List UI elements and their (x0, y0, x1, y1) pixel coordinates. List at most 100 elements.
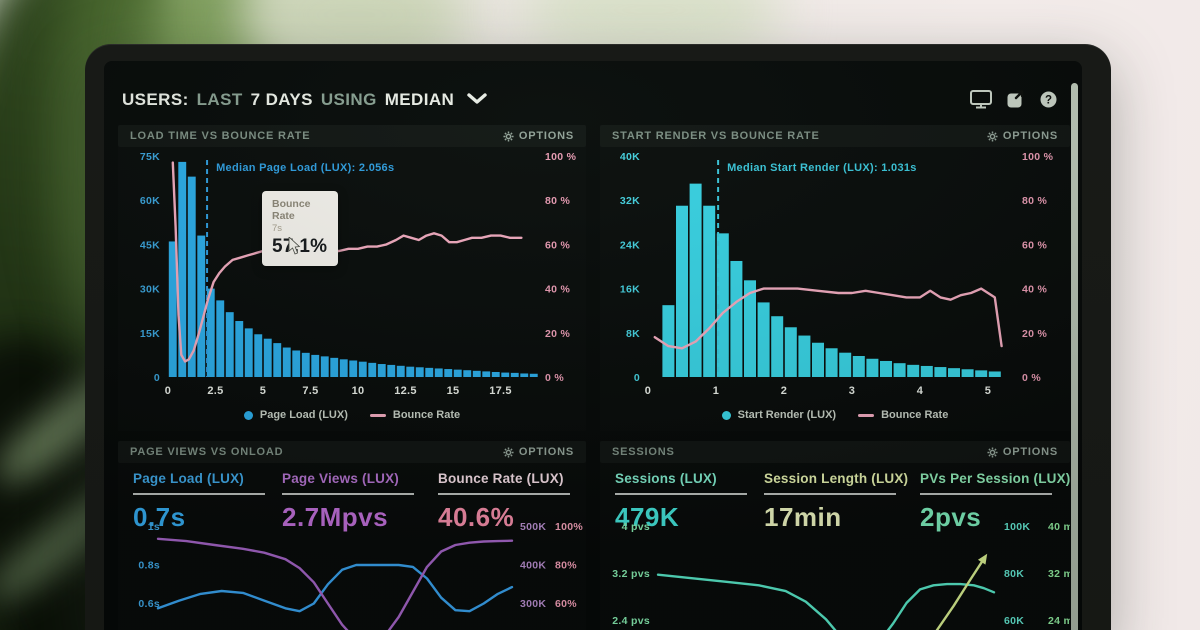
histogram-bar[interactable] (482, 371, 491, 377)
histogram-bar[interactable] (529, 373, 538, 377)
histogram-bar[interactable] (501, 372, 510, 377)
histogram-bar[interactable] (907, 364, 920, 377)
pageviews-line-chart[interactable]: 1s 500K 100% 0.8s 400K 80% 0.6s 300K 60% (118, 441, 586, 630)
histogram-bar[interactable] (235, 321, 244, 377)
histogram-bar[interactable] (311, 354, 320, 377)
histogram-bar[interactable] (320, 356, 329, 377)
histogram-bar[interactable] (254, 334, 263, 377)
histogram-bar[interactable] (520, 373, 529, 377)
options-button[interactable]: OPTIONS (503, 446, 574, 458)
histogram-bar[interactable] (730, 260, 743, 377)
histogram-bar[interactable] (263, 338, 272, 377)
histogram-bar[interactable] (866, 358, 879, 377)
histogram-bar[interactable] (961, 369, 974, 377)
panel-load-time-vs-bounce-rate: LOAD TIME VS BOUNCE RATE OPTIONS 75K 60K 4… (118, 125, 586, 431)
chevron-down-icon[interactable] (466, 90, 488, 110)
histogram-bar[interactable] (676, 205, 688, 377)
histogram-bar[interactable] (689, 183, 702, 377)
users-filter-dropdown[interactable]: USERS: LAST 7 DAYS USING MEDIAN (122, 87, 488, 113)
histogram-bar[interactable] (812, 342, 824, 377)
row-label-value: 24 min (1048, 615, 1070, 627)
legend-item[interactable]: Page Load (LUX) (243, 409, 348, 421)
histogram-bar[interactable] (825, 348, 838, 377)
histogram-bar[interactable] (415, 367, 424, 377)
panel-title: PAGE VIEWS VS ONLOAD (130, 446, 284, 458)
share-icon[interactable] (1006, 89, 1026, 109)
histogram-bar[interactable] (662, 305, 675, 377)
histogram-bar[interactable] (187, 176, 196, 377)
histogram-bar[interactable] (839, 352, 852, 377)
panel-header: START RENDER VS BOUNCE RATE OPTIONS (600, 125, 1070, 147)
histogram-bar[interactable] (757, 302, 770, 377)
histogram-bar[interactable] (225, 312, 234, 377)
panel-start-render-vs-bounce-rate: START RENDER VS BOUNCE RATE OPTIONS 40K 3… (600, 125, 1070, 431)
options-button[interactable]: OPTIONS (987, 130, 1058, 142)
histogram-bar[interactable] (744, 280, 756, 377)
legend-item[interactable]: Bounce Rate (369, 409, 460, 421)
histogram-bar[interactable] (798, 335, 811, 377)
load-time-histogram-chart[interactable]: 75K 60K 45K 30K 15K 0 100 % 80 % 60 % 40 % 20 % 0 %… (118, 125, 586, 431)
histogram-bar[interactable] (893, 363, 906, 377)
histogram-bar[interactable] (463, 370, 472, 377)
histogram-bar[interactable] (216, 300, 225, 377)
options-button[interactable]: OPTIONS (987, 446, 1058, 458)
histogram-bar[interactable] (988, 371, 1001, 377)
histogram-bar[interactable] (330, 357, 339, 377)
histogram-bar[interactable] (784, 327, 797, 377)
histogram-bar[interactable] (920, 365, 933, 377)
row-label-value: 80% (555, 560, 577, 572)
histogram-bar[interactable] (510, 372, 519, 377)
histogram-bar[interactable] (358, 361, 367, 377)
options-button[interactable]: OPTIONS (503, 130, 574, 142)
histogram-bar[interactable] (349, 360, 358, 377)
histogram-bar[interactable] (491, 371, 500, 377)
histogram-bar[interactable] (197, 235, 206, 377)
histogram-bar[interactable] (771, 316, 784, 377)
histogram-bar[interactable] (852, 356, 865, 377)
histogram-bar[interactable] (168, 241, 177, 377)
sessions-line-chart[interactable]: 4 pvs 100K 40 min 3.2 pvs 80K 32 min 2.4 pvs 60… (600, 441, 1070, 630)
axis-label: 100 % (545, 151, 577, 163)
histogram-bar[interactable] (948, 368, 960, 377)
histogram-bar[interactable] (716, 233, 729, 377)
metric-pvs-per-session: PVs Per Session (LUX) 2pvs (920, 471, 1071, 532)
histogram-bar[interactable] (206, 288, 215, 377)
histogram-bar[interactable] (396, 365, 405, 377)
histogram-bar[interactable] (934, 367, 947, 377)
histogram-bar[interactable] (880, 360, 892, 377)
axis-label: 15K (140, 328, 160, 340)
panel-title: LOAD TIME VS BOUNCE RATE (130, 130, 311, 142)
histogram-bar[interactable] (444, 369, 453, 377)
histogram-bar[interactable] (434, 368, 443, 377)
histogram-bar[interactable] (292, 350, 301, 377)
histogram-bar[interactable] (703, 205, 716, 377)
histogram-bar[interactable] (387, 364, 396, 377)
legend-item[interactable]: Bounce Rate (858, 409, 948, 421)
row-label-k: 80K (1004, 568, 1024, 580)
bounce-rate-tooltip: Bounce Rate 7s 57.1% (262, 191, 338, 266)
histogram-bar[interactable] (377, 364, 386, 377)
histogram-bar[interactable] (339, 359, 348, 377)
histogram-bar[interactable] (301, 352, 310, 377)
start-render-histogram-chart[interactable]: 40K 32K 24K 16K 8K 0 100 % 80 % 60 % 40 % 20 % 0 % M… (600, 125, 1070, 431)
axis-label: 20 % (545, 328, 570, 340)
histogram-bar[interactable] (244, 328, 253, 377)
axis-label: 20 % (1022, 328, 1047, 340)
histogram-bar[interactable] (406, 366, 415, 377)
histogram-bar[interactable] (425, 367, 434, 377)
histogram-bar[interactable] (453, 369, 462, 377)
vertical-scrollbar[interactable] (1071, 83, 1078, 630)
histogram-bar[interactable] (975, 370, 988, 377)
help-icon[interactable]: ? (1039, 90, 1058, 109)
display-icon[interactable] (969, 89, 993, 109)
panel-page-views-vs-onload: PAGE VIEWS VS ONLOAD OPTIONS Page Load (… (118, 441, 586, 630)
histogram-bar[interactable] (472, 370, 481, 377)
legend-item[interactable]: Start Render (LUX) (721, 409, 836, 421)
histogram-bar[interactable] (368, 362, 377, 377)
x-tick-label: 2 (781, 385, 787, 397)
histogram-bar[interactable] (273, 343, 282, 377)
bounce-rate-line (171, 161, 523, 363)
histogram-bar[interactable] (282, 347, 291, 377)
metric-underline (764, 493, 896, 495)
histogram-bar[interactable] (178, 161, 187, 377)
